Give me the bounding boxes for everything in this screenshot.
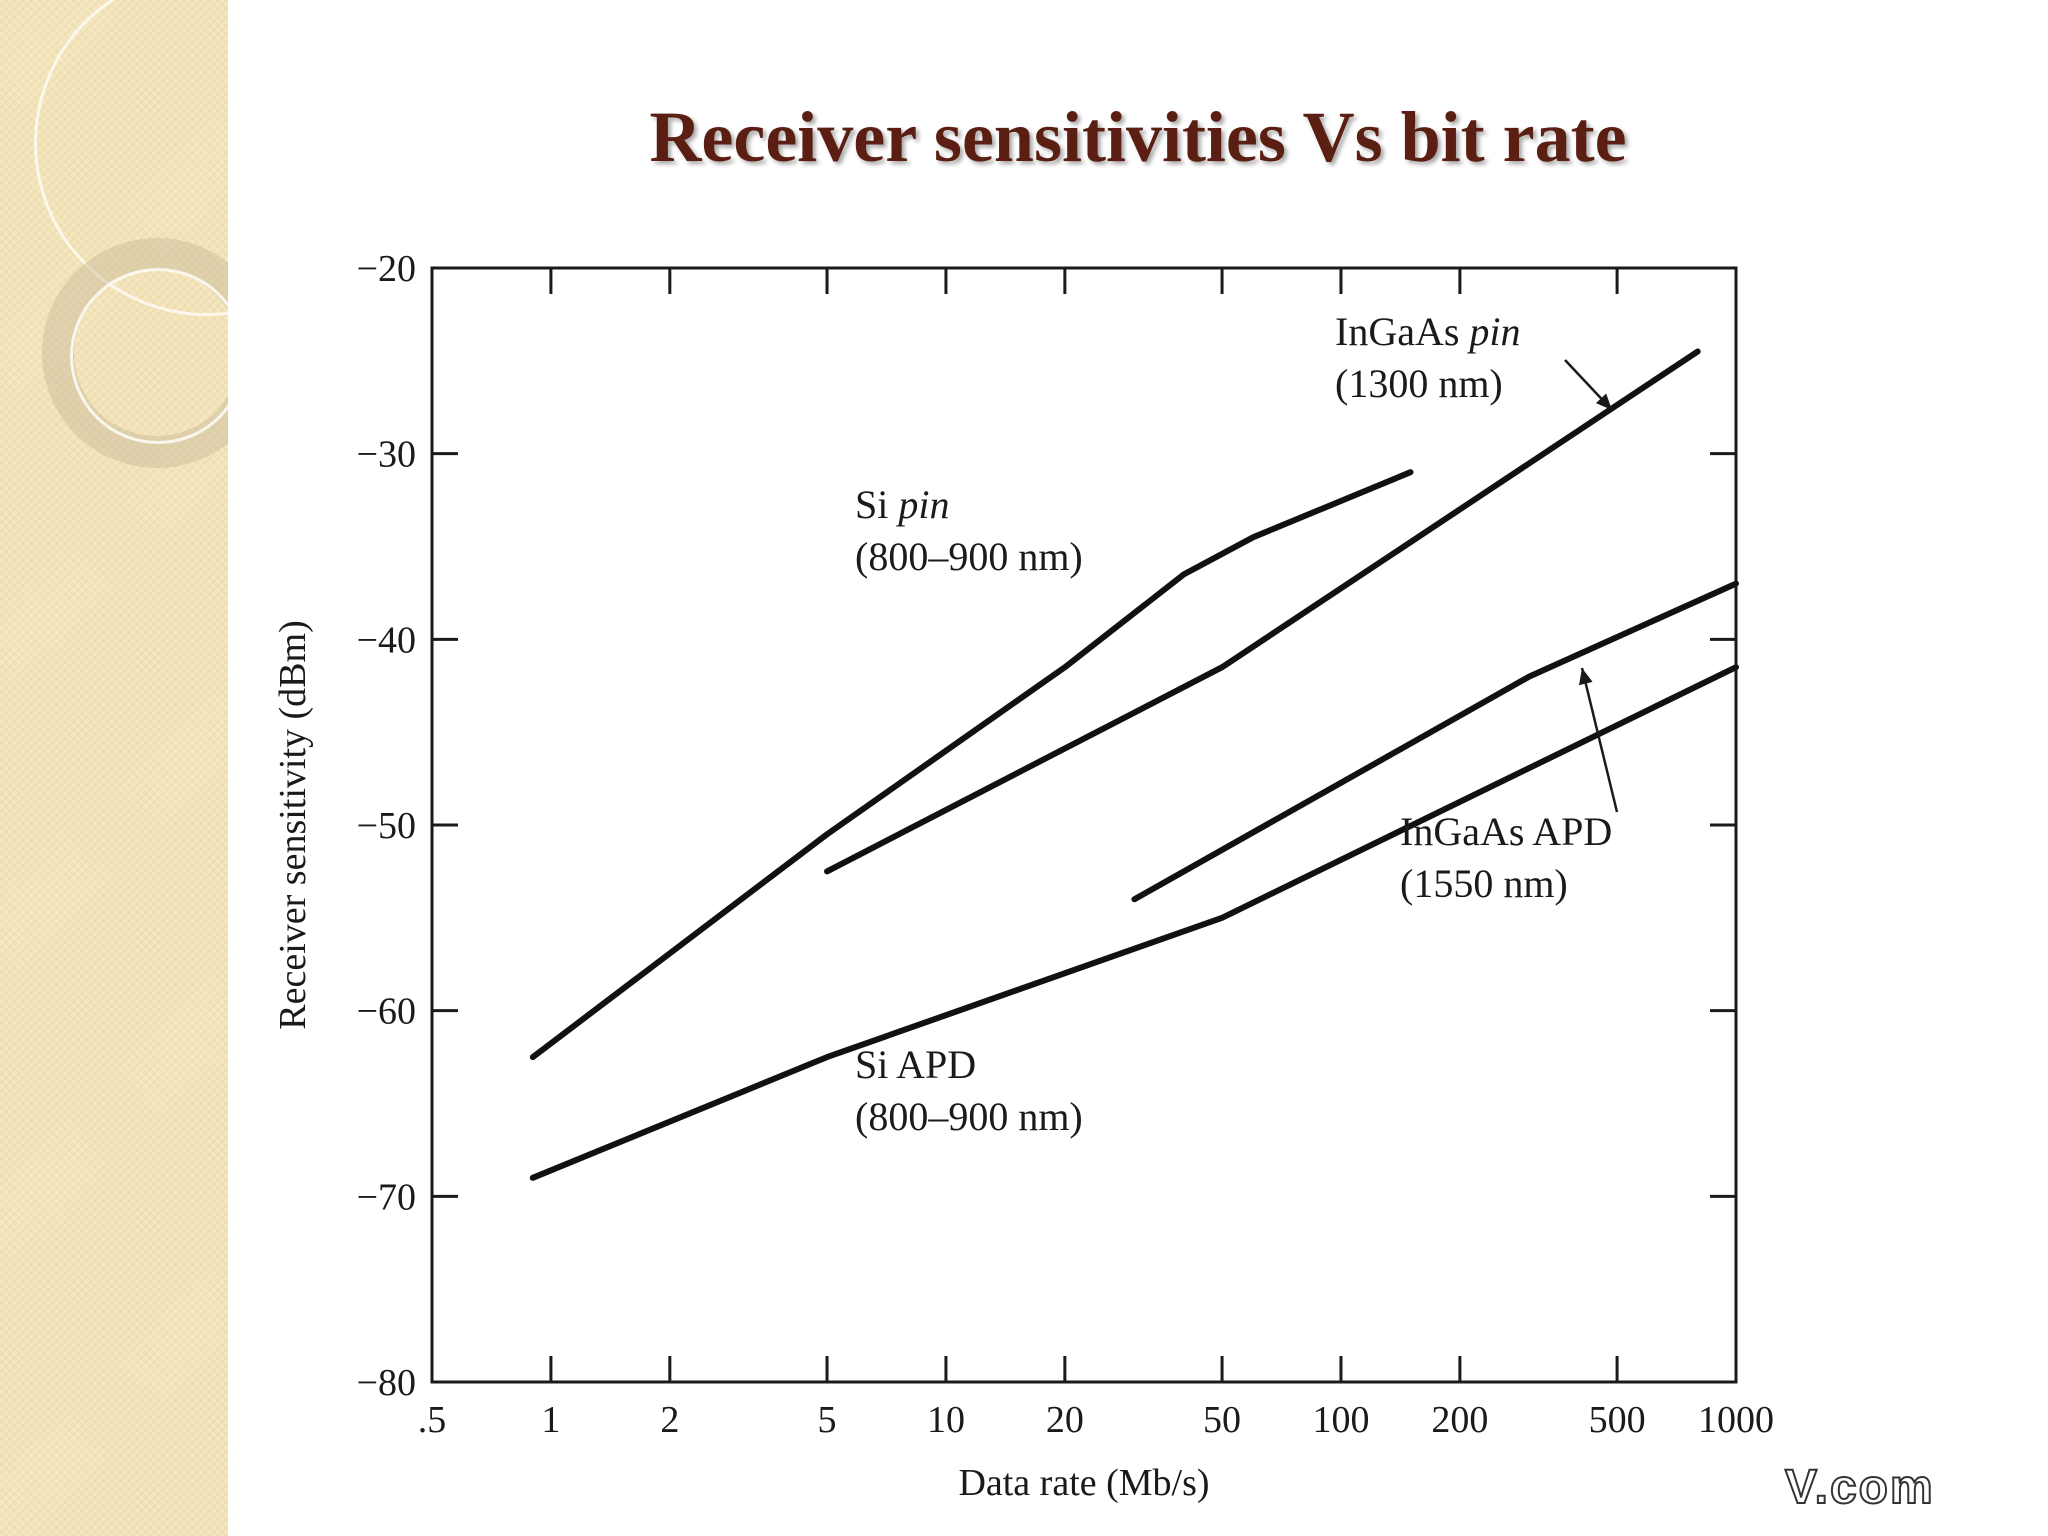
- y-tick-label: −60: [357, 991, 416, 1033]
- series-label-si-pin: Si pin: [855, 482, 949, 527]
- slide-title: Receiver sensitivities Vs bit rate: [649, 97, 1627, 177]
- x-tick-label: 20: [1046, 1399, 1084, 1441]
- series-label-si-apd: Si APD: [855, 1042, 976, 1087]
- leader-arrow-ingaas-pin-head: [1595, 393, 1612, 410]
- x-tick-label: 50: [1203, 1399, 1241, 1441]
- y-tick-label: −70: [357, 1176, 416, 1218]
- x-tick-label: 100: [1312, 1399, 1369, 1441]
- series-sublabel-ingaas-apd: (1550 nm): [1400, 861, 1568, 906]
- series-line-ingaas-pin: [824, 348, 1701, 875]
- series-line-si-apd: [529, 664, 1739, 1181]
- series-sublabel-si-pin: (800–900 nm): [855, 534, 1083, 579]
- x-axis-label: Data rate (Mb/s): [958, 1462, 1209, 1504]
- series-line-si-pin: [529, 469, 1414, 1061]
- y-tick-label: −30: [357, 434, 416, 476]
- x-tick-label: 2: [660, 1399, 679, 1441]
- leader-arrow-ingaas-apd: [1580, 667, 1619, 813]
- x-tick-label: .5: [418, 1399, 447, 1441]
- y-axis-label: Receiver sensitivity (dBm): [272, 620, 314, 1029]
- x-tick-label: 1000: [1698, 1399, 1774, 1441]
- series-line-ingaas-apd: [1131, 580, 1739, 903]
- x-tick-label: 5: [818, 1399, 837, 1441]
- x-tick-label: 200: [1431, 1399, 1488, 1441]
- series-label-ingaas-pin: InGaAs pin: [1335, 309, 1521, 354]
- series-label-ingaas-apd: InGaAs APD: [1400, 809, 1612, 854]
- decorative-ring: [70, 268, 228, 444]
- y-tick-label: −80: [357, 1362, 416, 1404]
- series-sublabel-si-apd: (800–900 nm): [855, 1094, 1083, 1139]
- leader-arrow-ingaas-apd-head: [1578, 668, 1593, 686]
- series-sublabel-ingaas-pin: (1300 nm): [1335, 361, 1503, 406]
- y-tick-label: −50: [357, 805, 416, 847]
- x-tick-label: 500: [1589, 1399, 1646, 1441]
- slide-sidebar: [0, 0, 228, 1536]
- watermark: V.com: [1784, 1460, 1935, 1515]
- y-tick-label: −40: [357, 619, 416, 661]
- x-tick-label: 10: [927, 1399, 965, 1441]
- x-tick-label: 1: [541, 1399, 560, 1441]
- y-tick-label: −20: [357, 248, 416, 290]
